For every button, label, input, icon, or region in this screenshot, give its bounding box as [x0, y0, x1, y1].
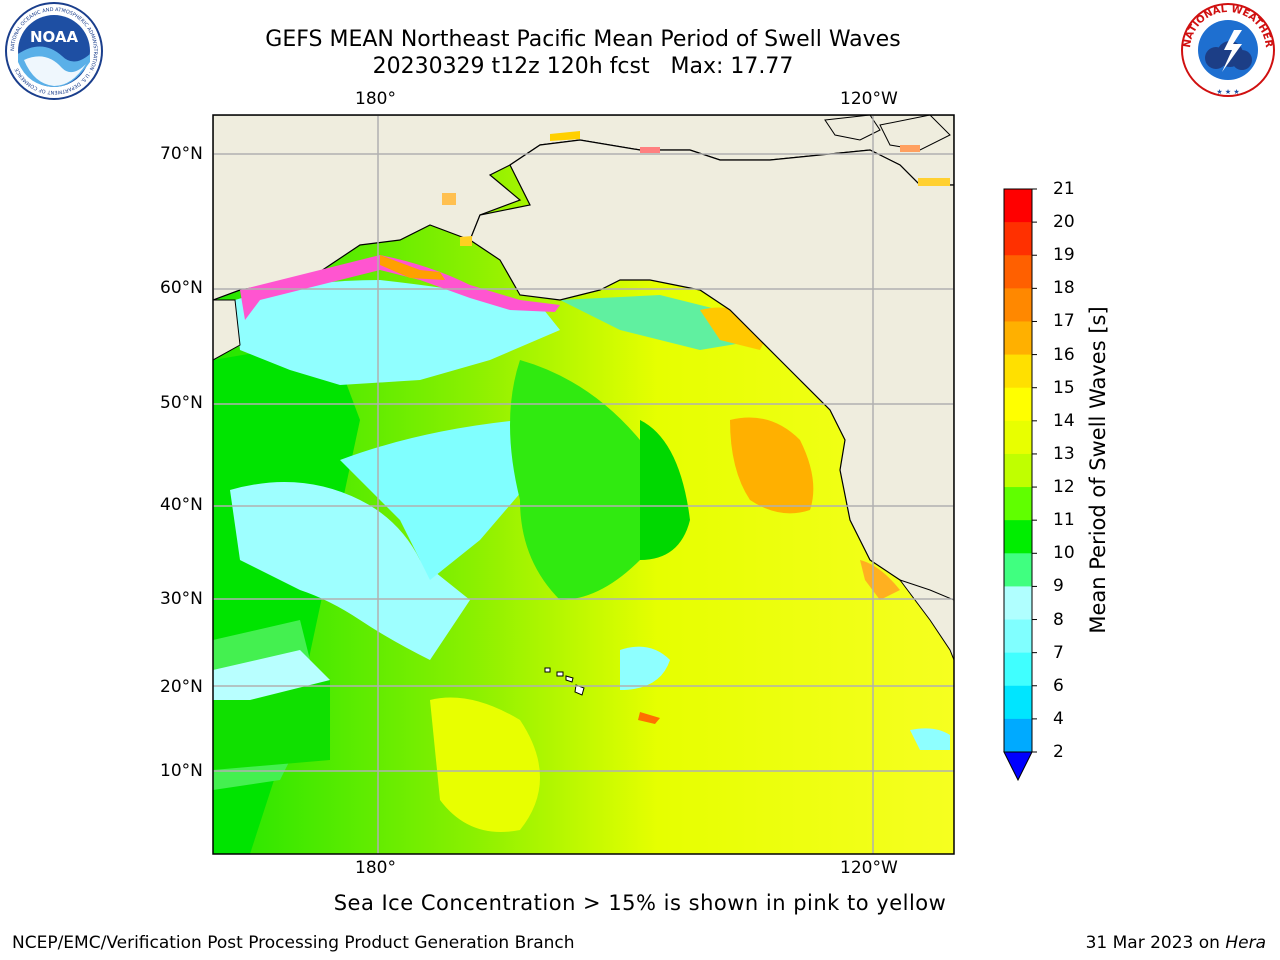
colorbar-tick-label: 15 — [1053, 377, 1075, 398]
colorbar-segment — [1004, 586, 1032, 621]
sea-ice-fringe — [900, 145, 920, 152]
colorbar-segment — [1004, 255, 1032, 289]
swell-period-field — [640, 420, 690, 560]
swell-period-field — [235, 280, 560, 385]
colorbar-segment — [1004, 420, 1032, 455]
colorbar-segment — [1004, 453, 1032, 488]
map-plot-area — [213, 115, 954, 854]
swell-period-field — [340, 420, 540, 580]
colorbar — [1003, 188, 1037, 782]
lon-label-bottom-180: 180° — [355, 858, 396, 878]
sea-ice-fringe — [460, 236, 472, 246]
colorbar-segment — [1004, 487, 1032, 521]
colorbar-tick-label: 9 — [1053, 576, 1064, 597]
swell-period-field — [430, 697, 540, 832]
graticule — [213, 115, 954, 854]
colorbar-tick-label: 18 — [1053, 278, 1075, 299]
colorbar-segment — [1004, 189, 1032, 223]
colorbar-tick-label: 20 — [1053, 212, 1075, 233]
colorbar-tick-label: 10 — [1053, 543, 1075, 564]
sea-ice-fringe — [380, 255, 445, 280]
footer-date: 31 Mar 2023 on Hera — [1085, 933, 1266, 953]
colorbar-tick-label: 8 — [1053, 609, 1064, 630]
colorbar-tick-label: 13 — [1053, 443, 1075, 464]
nws-logo-icon: NATIONAL WEATHER SERVICE ★ ★ ★ — [1176, 2, 1275, 97]
land-mass — [469, 139, 954, 652]
colorbar-tick-label: 16 — [1053, 344, 1075, 365]
colorbar-tick-label: 6 — [1053, 675, 1064, 696]
footer-host: Hera — [1225, 933, 1266, 953]
lat-label-40n: 40°N — [160, 495, 203, 515]
sea-ice-fringe — [240, 255, 560, 320]
colorbar-segment — [1004, 619, 1032, 654]
sea-ice-fringe — [918, 178, 950, 186]
land-mass — [824, 115, 881, 141]
land-mass — [879, 115, 951, 151]
colorbar-segment — [1004, 718, 1032, 753]
swell-period-field — [213, 650, 330, 700]
colorbar-segment — [1004, 520, 1032, 554]
swell-period-field — [213, 680, 330, 770]
lat-label-50n: 50°N — [160, 393, 203, 413]
colorbar-tick-label: 2 — [1053, 742, 1064, 762]
land-mass — [898, 579, 954, 661]
colorbar-segment — [1004, 387, 1032, 422]
lon-label-bottom-120w: 120°W — [840, 858, 898, 878]
lat-label-30n: 30°N — [160, 589, 203, 609]
sea-ice-fringe — [550, 131, 580, 141]
swell-period-field — [860, 560, 900, 600]
colorbar-tick-label: 19 — [1053, 245, 1075, 266]
colorbar-segment — [1004, 222, 1032, 256]
colorbar-tick-label: 12 — [1053, 477, 1075, 498]
colorbar-segment — [1004, 321, 1032, 356]
colorbar-tick-label: 7 — [1053, 642, 1064, 663]
colorbar-tick-label: 4 — [1053, 708, 1064, 729]
colorbar-tick-label: 17 — [1053, 311, 1075, 332]
lon-label-top-180: 180° — [355, 89, 396, 109]
colorbar-segment — [1004, 685, 1032, 720]
colorbar-tick-label: 14 — [1053, 410, 1075, 431]
colorbar-segment — [1004, 288, 1032, 322]
colorbar-segment — [1004, 354, 1032, 389]
svg-text:★ ★ ★: ★ ★ ★ — [1216, 88, 1239, 96]
chart-subtitle: 20230329 t12z 120h fcst Max: 17.77 — [372, 54, 794, 79]
swell-period-field — [230, 482, 470, 660]
sea-ice-fringe — [640, 147, 660, 153]
lat-label-60n: 60°N — [160, 278, 203, 298]
noaa-logo-icon: NOAA NATIONAL OCEANIC AND ATMOSPHERIC AD… — [5, 2, 103, 100]
hawaii-islands — [544, 667, 585, 696]
colorbar-segment — [1004, 652, 1032, 687]
swell-period-field — [620, 646, 670, 690]
lat-label-20n: 20°N — [160, 677, 203, 697]
colorbar-tick-label: 11 — [1053, 510, 1075, 531]
map-frame — [212, 114, 955, 855]
svg-text:NOAA: NOAA — [30, 28, 79, 46]
colorbar-tick-label: 21 — [1053, 179, 1075, 199]
swell-period-field — [638, 712, 660, 724]
swell-period-field — [730, 417, 814, 514]
colorbar-outline — [1003, 188, 1033, 753]
chart-title: GEFS MEAN Northeast Pacific Mean Period … — [265, 27, 901, 52]
colorbar-title: Mean Period of Swell Waves [s] — [1086, 306, 1110, 634]
swell-period-field — [510, 360, 650, 600]
land-mass — [213, 115, 241, 361]
colorbar-extend-triangle — [1003, 751, 1033, 782]
lon-label-top-120w: 120°W — [840, 89, 898, 109]
colorbar-segment — [1004, 553, 1032, 587]
lat-label-10n: 10°N — [160, 761, 203, 781]
sea-ice-note: Sea Ice Concentration > 15% is shown in … — [333, 891, 947, 915]
lat-label-70n: 70°N — [160, 144, 203, 164]
sea-ice-fringe — [442, 193, 456, 205]
swell-period-field — [910, 728, 950, 750]
footer-credit: NCEP/EMC/Verification Post Processing Pr… — [12, 933, 575, 953]
